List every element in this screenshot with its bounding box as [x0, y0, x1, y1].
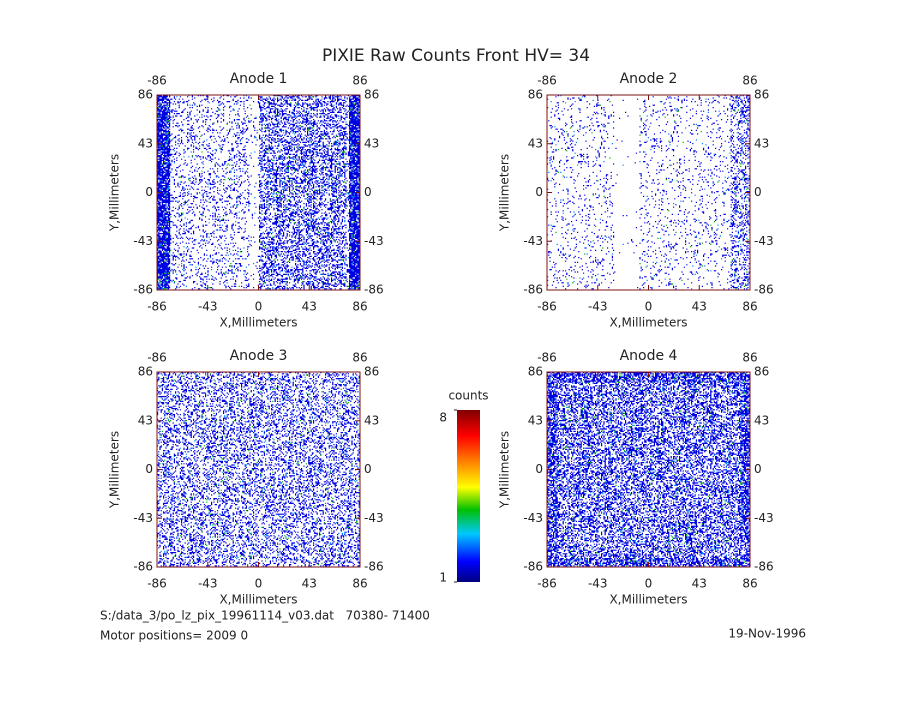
count-pixels	[157, 372, 360, 567]
x-tick-label-top: 86	[352, 351, 367, 365]
x-tick-label: 86	[352, 300, 367, 314]
x-tick-label-top: -86	[537, 74, 557, 88]
panel-title: Anode 1	[230, 71, 288, 87]
y-tick-label-right: -43	[364, 511, 384, 525]
y-tick-label: 43	[138, 413, 153, 427]
y-tick-label: 0	[145, 462, 153, 476]
y-tick-label: -86	[523, 283, 543, 297]
y-tick-label: -86	[133, 283, 153, 297]
y-tick-label-right: -86	[364, 560, 384, 574]
y-axis-label: Y,Millimeters	[108, 154, 122, 232]
colorbar-tick-label: 1	[439, 571, 447, 585]
count-pixels	[547, 95, 750, 290]
y-tick-label: 43	[138, 136, 153, 150]
y-tick-label: -86	[523, 560, 543, 574]
y-tick-label: -43	[133, 234, 153, 248]
y-tick-label-right: 0	[364, 185, 372, 199]
x-tick-label: 86	[352, 577, 367, 591]
y-tick-label-right: 86	[364, 88, 379, 102]
footer-file: S:/data_3/po_lz_pix_19961114_v03.dat 703…	[100, 609, 430, 623]
y-axis-label: Y,Millimeters	[108, 431, 122, 509]
y-tick-label-right: 86	[754, 88, 769, 102]
x-tick-label-top: -86	[537, 351, 557, 365]
x-tick-label: -86	[147, 577, 167, 591]
y-tick-label-right: 43	[754, 413, 769, 427]
colorbar-tick-label: 8	[439, 411, 447, 425]
x-tick-label: -86	[537, 300, 557, 314]
x-tick-label: 43	[692, 300, 707, 314]
x-tick-label: 0	[255, 577, 263, 591]
y-tick-label-right: -86	[754, 283, 774, 297]
x-tick-label: -43	[588, 300, 608, 314]
y-tick-label: 86	[528, 365, 543, 379]
y-tick-label: 0	[145, 185, 153, 199]
panel-title: Anode 3	[230, 348, 288, 364]
colorbar-label: counts	[448, 389, 488, 403]
x-axis-label: X,Millimeters	[609, 593, 687, 607]
x-tick-label-top: 86	[742, 351, 757, 365]
x-tick-label: -86	[147, 300, 167, 314]
x-tick-label: -43	[198, 300, 218, 314]
count-pixels	[547, 95, 750, 290]
y-tick-label-right: 0	[754, 462, 762, 476]
y-tick-label: 0	[535, 462, 543, 476]
y-tick-label: 0	[535, 185, 543, 199]
y-tick-label: -43	[523, 511, 543, 525]
y-tick-label: -43	[523, 234, 543, 248]
panel-title: Anode 2	[620, 71, 678, 87]
x-tick-label: 0	[255, 300, 263, 314]
count-pixels	[157, 95, 360, 290]
x-tick-label-top: 86	[742, 74, 757, 88]
x-tick-label: 43	[302, 577, 317, 591]
y-tick-label-right: 0	[754, 185, 762, 199]
y-tick-label-right: 43	[364, 136, 379, 150]
y-tick-label: -43	[133, 511, 153, 525]
y-tick-label-right: -86	[754, 560, 774, 574]
figure-title: PIXIE Raw Counts Front HV= 34	[322, 46, 590, 66]
y-tick-label: 43	[528, 413, 543, 427]
y-tick-label-right: 43	[754, 136, 769, 150]
x-tick-label-top: 86	[352, 74, 367, 88]
plot-frame	[546, 94, 751, 291]
x-tick-label-top: -86	[147, 351, 167, 365]
x-tick-label: 43	[692, 577, 707, 591]
x-axis-label: X,Millimeters	[609, 316, 687, 330]
count-pixels	[547, 372, 750, 567]
y-tick-label: -86	[133, 560, 153, 574]
y-tick-label: 86	[528, 88, 543, 102]
x-tick-label-top: -86	[147, 74, 167, 88]
y-tick-label: 43	[528, 136, 543, 150]
footer-date: 19-Nov-1996	[728, 627, 806, 641]
y-tick-label-right: 86	[754, 365, 769, 379]
y-tick-label: 86	[138, 88, 153, 102]
y-tick-label-right: 86	[364, 365, 379, 379]
panel-title: Anode 4	[620, 348, 678, 364]
x-tick-label: -43	[198, 577, 218, 591]
y-tick-label-right: -43	[754, 234, 774, 248]
x-tick-label: 86	[742, 577, 757, 591]
y-tick-label: 86	[138, 365, 153, 379]
x-tick-label: 0	[645, 300, 653, 314]
y-tick-label-right: -43	[364, 234, 384, 248]
x-tick-label: 0	[645, 577, 653, 591]
x-tick-label: -43	[588, 577, 608, 591]
footer-motor: Motor positions= 2009 0	[100, 629, 248, 643]
y-axis-label: Y,Millimeters	[498, 154, 512, 232]
x-tick-label: -86	[537, 577, 557, 591]
y-tick-label-right: -86	[364, 283, 384, 297]
y-tick-label-right: 43	[364, 413, 379, 427]
x-tick-label: 86	[742, 300, 757, 314]
y-tick-label-right: 0	[364, 462, 372, 476]
x-axis-label: X,Millimeters	[219, 316, 297, 330]
y-axis-label: Y,Millimeters	[498, 431, 512, 509]
colorbar	[457, 410, 480, 582]
y-tick-label-right: -43	[754, 511, 774, 525]
x-axis-label: X,Millimeters	[219, 593, 297, 607]
x-tick-label: 43	[302, 300, 317, 314]
